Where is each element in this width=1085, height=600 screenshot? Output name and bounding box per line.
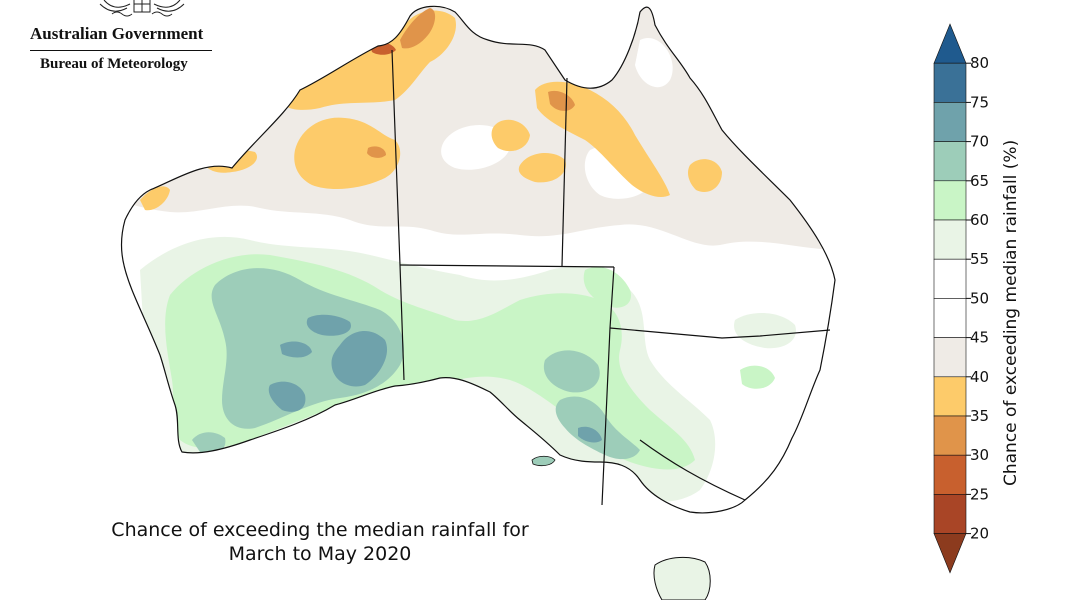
region-30-35-kimberley-2 xyxy=(335,37,365,55)
colorbar-bin xyxy=(933,415,967,456)
colorbar-tick-label: 20 xyxy=(970,525,989,543)
region-30-35-gulf xyxy=(548,90,575,111)
bom-logo: Australian Government Bureau of Meteorol… xyxy=(22,0,222,80)
region-35-40-gulf xyxy=(535,81,670,197)
colorbar-tick-label: 75 xyxy=(970,93,989,111)
region-65-70-sa xyxy=(543,350,600,393)
colorbar-bin xyxy=(933,258,967,299)
rainfall-outlook-map xyxy=(120,5,836,600)
colorbar-bin xyxy=(933,23,967,64)
colorbar-bin xyxy=(933,62,967,103)
state-borders xyxy=(391,49,831,506)
coat-of-arms-icon xyxy=(99,0,185,17)
region-30-35-kimberley xyxy=(400,8,436,49)
colorbar-bin xyxy=(933,454,967,495)
region-60-65-qld xyxy=(740,365,775,389)
colorbar-tick-label: 55 xyxy=(970,250,989,268)
region-35-40-pilbara xyxy=(140,186,170,211)
colorbar-tick-label: 65 xyxy=(970,172,989,190)
tasmania xyxy=(653,557,711,600)
colorbar-bins xyxy=(933,23,967,574)
colorbar-bin xyxy=(933,533,967,574)
colorbar-bin xyxy=(933,102,967,142)
colorbar-bin xyxy=(933,494,967,534)
region-70-75-vic xyxy=(578,426,602,443)
colorbar-bin xyxy=(933,337,967,378)
region-70-75-wa-3 xyxy=(268,381,306,412)
colorbar-tick-label: 30 xyxy=(970,446,989,464)
border-nsw-qld xyxy=(609,327,831,339)
australia-coastline xyxy=(120,5,836,514)
kangaroo-island xyxy=(531,455,556,467)
region-30-35-central xyxy=(367,146,386,158)
region-55-60-east xyxy=(734,313,796,349)
region-60-65-nsw xyxy=(583,266,631,308)
colorbar-bin xyxy=(933,298,967,338)
region-65-70-vic xyxy=(555,396,640,460)
region-35-40-qld xyxy=(688,159,722,192)
colorbar-tick-label: 70 xyxy=(970,133,989,151)
region-35-40-nt-south xyxy=(518,153,566,183)
region-40-45-north-top xyxy=(121,6,835,125)
caption-line-1: Chance of exceeding the median rainfall … xyxy=(111,519,529,541)
colorbar-tick-label: 40 xyxy=(970,368,989,386)
region-70-75-wa-2 xyxy=(331,330,388,387)
border-nsw-vic xyxy=(639,439,746,501)
colorbar-tick-label: 35 xyxy=(970,407,989,425)
colorbar-tick-label: 50 xyxy=(970,289,989,307)
region-70-75-wa-4 xyxy=(280,341,312,358)
map-caption: Chance of exceeding the median rainfall … xyxy=(60,518,580,566)
colorbar-tick-label: 45 xyxy=(970,329,989,347)
colorbar-bin xyxy=(933,180,967,221)
colorbar-tick-label: 60 xyxy=(970,211,989,229)
region-70-75-wa-1 xyxy=(306,314,351,336)
region-35-40-nt xyxy=(491,119,530,152)
government-name: Australian Government xyxy=(30,24,204,43)
colorbar-bin xyxy=(933,141,967,182)
colorbar-tick-label: 80 xyxy=(970,54,989,72)
region-white-patch-3 xyxy=(635,38,673,88)
logo-divider xyxy=(30,50,212,51)
colorbar-bin xyxy=(933,376,967,417)
colorbar-title: Chance of exceeding median rainfall (%) xyxy=(1001,140,1021,486)
bureau-name: Bureau of Meteorology xyxy=(40,56,188,72)
colorbar-bin xyxy=(933,219,967,260)
colorbar-ticks: 80 75 70 65 60 55 50 45 40 35 30 25 20 xyxy=(966,54,989,543)
region-35-40-central-north xyxy=(294,117,401,190)
colorbar-tick-label: 25 xyxy=(970,485,989,503)
border-nt-qld xyxy=(561,77,568,267)
colorbar-legend: 80 75 70 65 60 55 50 45 40 35 30 25 20 Chance of exc… xyxy=(933,23,1021,574)
caption-line-2: March to May 2020 xyxy=(228,543,412,565)
border-nt-sa xyxy=(399,264,615,268)
